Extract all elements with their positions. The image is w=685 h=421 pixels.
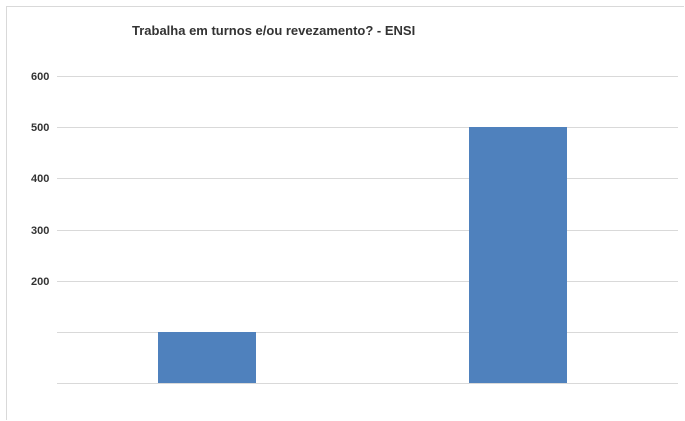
chart-frame	[6, 6, 684, 420]
y-tick-label-200: 200	[31, 276, 49, 288]
y-tick-label-500: 500	[31, 122, 49, 134]
gridlines	[57, 76, 678, 384]
bar-2	[469, 127, 567, 383]
y-axis-tick-labels: 200 300 400 500 600	[31, 71, 49, 288]
y-tick-label-400: 400	[31, 173, 49, 185]
y-tick-label-600: 600	[31, 71, 49, 83]
bar-1	[158, 332, 256, 383]
chart-title-text: Trabalha em turnos e/ou revezamento? - E…	[132, 23, 416, 36]
bars	[158, 127, 567, 383]
y-tick-label-300: 300	[31, 225, 49, 237]
chart-title: Trabalha em turnos e/ou revezamento? - E…	[132, 20, 442, 36]
